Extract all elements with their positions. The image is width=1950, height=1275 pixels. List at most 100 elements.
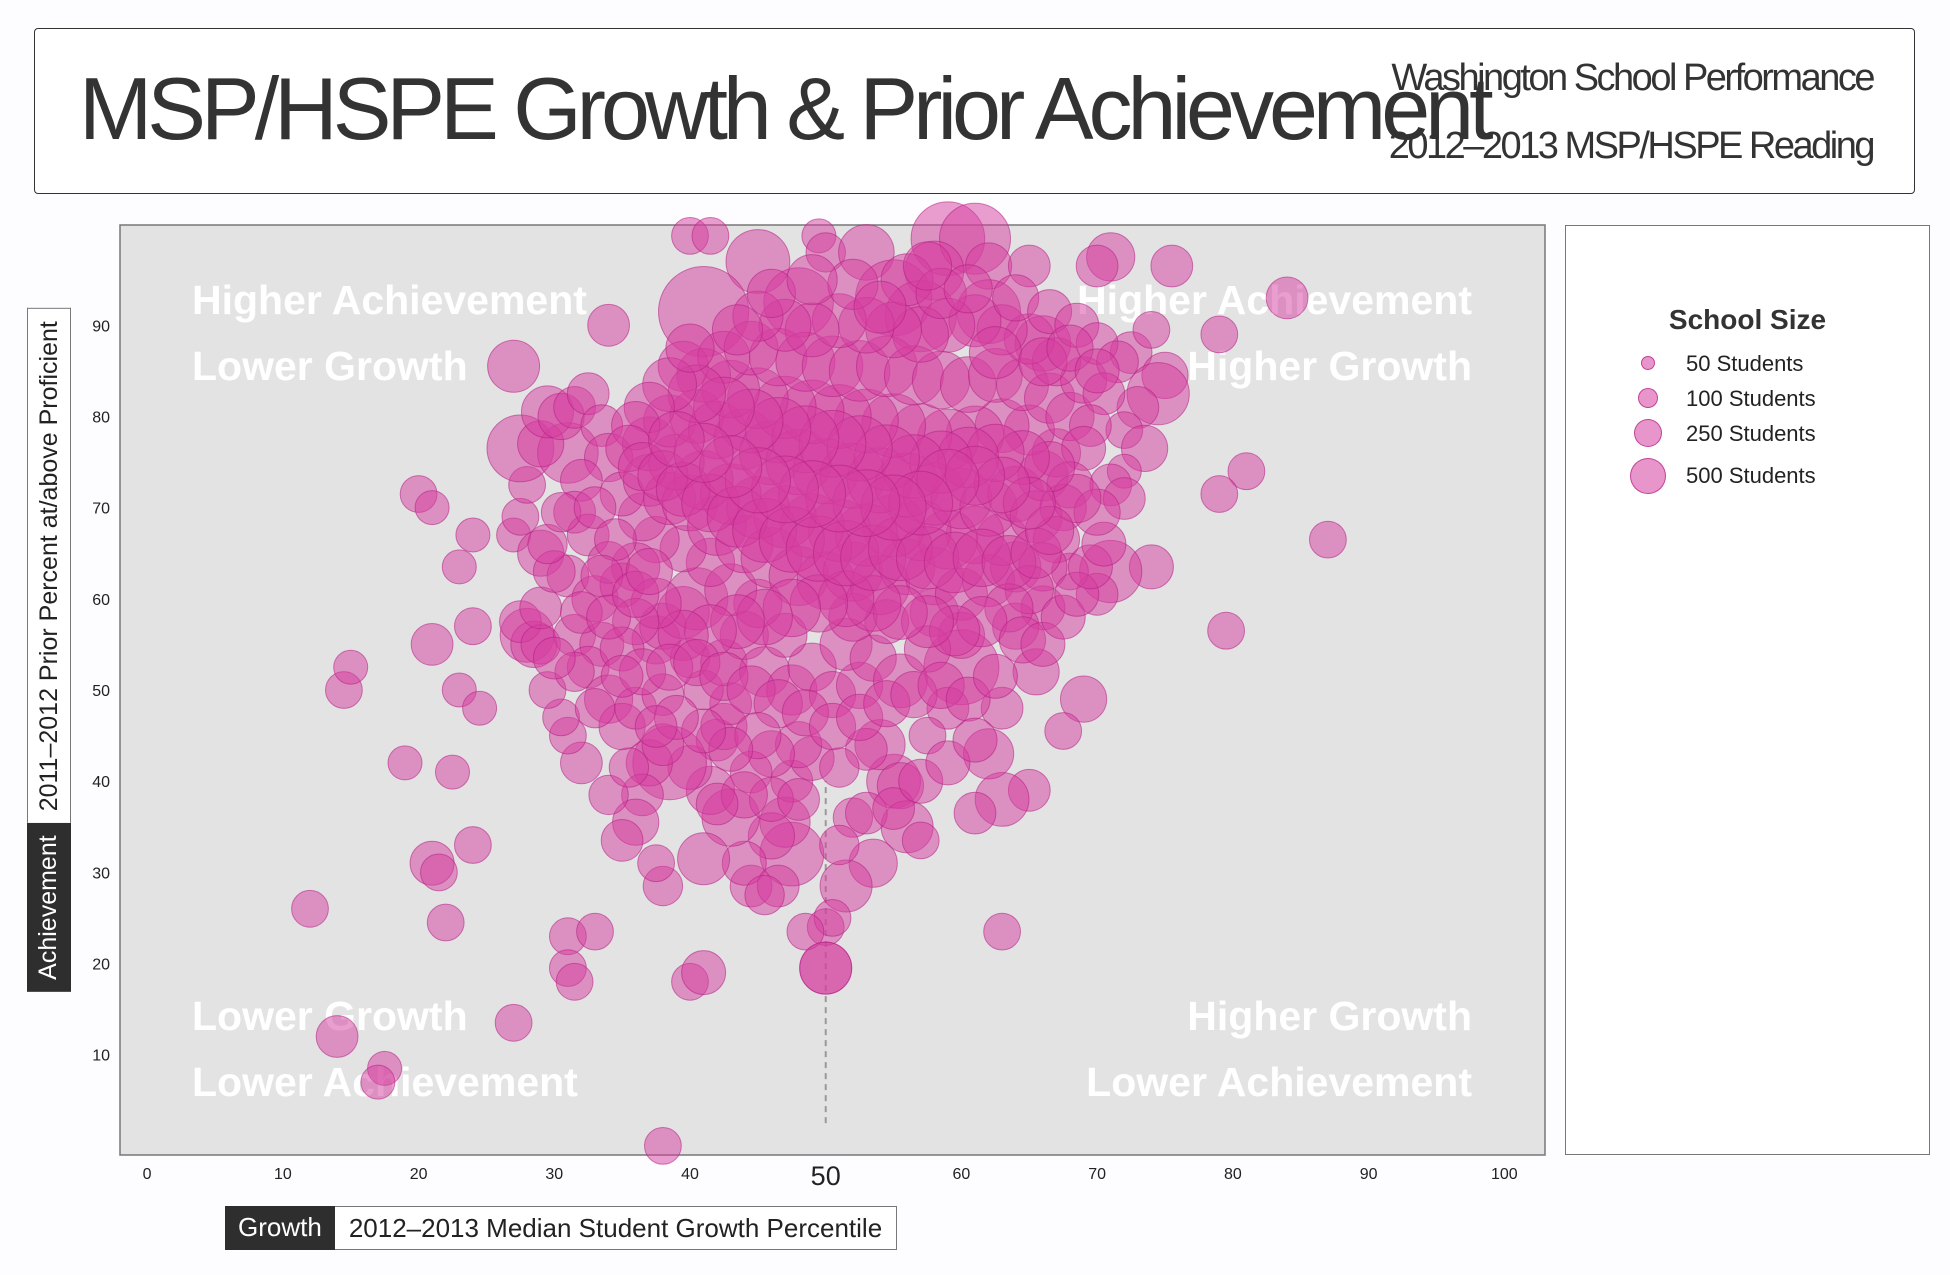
school-point[interactable] — [600, 654, 644, 698]
y-axis-tag: Achievement — [27, 823, 71, 992]
school-point[interactable] — [1132, 311, 1171, 349]
legend-circle-500 — [1630, 458, 1666, 494]
x-axis-label: Growth 2012–2013 Median Student Growth P… — [225, 1206, 898, 1250]
school-point[interactable] — [1227, 452, 1266, 491]
school-point[interactable] — [594, 518, 637, 561]
school-point[interactable] — [487, 339, 541, 393]
school-point[interactable] — [695, 782, 739, 826]
school-point[interactable] — [665, 323, 715, 373]
y-tick-label: 20 — [92, 957, 110, 974]
subtitle-state: Washington School Performance — [1391, 57, 1875, 99]
title-box: MSP/HSPE Growth & Prior Achievement Wash… — [34, 28, 1915, 194]
x-tick-label: 70 — [1088, 1166, 1106, 1183]
school-point[interactable] — [333, 649, 369, 685]
x-tick-label: 30 — [545, 1166, 563, 1183]
school-point[interactable] — [777, 778, 820, 821]
school-point[interactable] — [608, 747, 650, 788]
x-tick-label: 80 — [1224, 1166, 1242, 1183]
school-point[interactable] — [872, 787, 915, 830]
subtitle-test: 2012–2013 MSP/HSPE Reading — [1388, 125, 1876, 167]
data-points — [291, 201, 1347, 1165]
school-point[interactable] — [786, 912, 825, 951]
school-point[interactable] — [454, 826, 492, 864]
school-point[interactable] — [983, 912, 1021, 951]
school-point[interactable] — [902, 241, 953, 291]
x-tick-label: 60 — [953, 1166, 971, 1183]
quadrant-tl-line1: Higher Achievement — [192, 277, 587, 323]
school-point[interactable] — [952, 717, 998, 763]
school-point[interactable] — [414, 490, 450, 526]
x-tick-label: 90 — [1360, 1166, 1378, 1183]
legend-label-100: 100 Students — [1686, 386, 1816, 411]
school-point[interactable] — [1207, 611, 1245, 650]
x-axis-title: 2012–2013 Median Student Growth Percenti… — [334, 1206, 898, 1250]
school-point[interactable] — [501, 497, 540, 536]
legend-label-50: 50 Students — [1686, 351, 1804, 376]
school-point[interactable] — [1060, 675, 1108, 723]
school-point[interactable] — [634, 705, 678, 748]
y-axis-ticks: 10 20 30 40 50 60 70 80 90 — [92, 318, 110, 1064]
quadrant-br-line1: Higher Growth — [1187, 993, 1472, 1039]
school-point[interactable] — [711, 304, 764, 356]
school-point[interactable] — [972, 653, 1018, 699]
school-point[interactable] — [1200, 315, 1239, 354]
school-point[interactable] — [853, 280, 907, 334]
school-point[interactable] — [532, 636, 576, 680]
school-point[interactable] — [744, 874, 785, 916]
school-point[interactable] — [435, 754, 470, 790]
school-point[interactable] — [455, 517, 491, 553]
school-point[interactable] — [625, 547, 673, 596]
school-point[interactable] — [644, 1127, 682, 1165]
school-point[interactable] — [1075, 244, 1119, 288]
school-point[interactable] — [573, 486, 617, 530]
school-point[interactable] — [454, 607, 492, 646]
school-point[interactable] — [574, 688, 616, 729]
school-point[interactable] — [420, 853, 458, 892]
y-tick-label: 60 — [92, 592, 110, 609]
school-point[interactable] — [387, 745, 423, 781]
legend-circle-50 — [1641, 356, 1655, 370]
school-point[interactable] — [901, 821, 940, 860]
school-point[interactable] — [681, 950, 727, 996]
school-point[interactable] — [819, 824, 860, 866]
school-point[interactable] — [953, 791, 997, 835]
school-point[interactable] — [494, 1003, 533, 1042]
school-point[interactable] — [555, 962, 594, 1001]
legend-title: School Size — [1668, 304, 1827, 335]
school-point[interactable] — [677, 832, 731, 886]
school-point[interactable] — [410, 623, 454, 666]
school-point[interactable] — [1074, 348, 1120, 394]
school-point[interactable] — [968, 326, 1022, 380]
school-point[interactable] — [1309, 520, 1347, 559]
school-point[interactable] — [462, 690, 498, 726]
school-point[interactable] — [1044, 712, 1083, 750]
school-point[interactable] — [691, 217, 730, 255]
school-point[interactable] — [519, 586, 563, 630]
school-point[interactable] — [291, 889, 329, 928]
school-point[interactable] — [1265, 276, 1309, 320]
school-point[interactable] — [786, 254, 838, 306]
school-point[interactable] — [819, 747, 860, 788]
school-point[interactable] — [587, 303, 630, 347]
x-tick-label: 20 — [410, 1166, 428, 1183]
school-point[interactable] — [943, 264, 993, 314]
school-point[interactable] — [588, 774, 629, 816]
school-point[interactable] — [1150, 244, 1194, 288]
school-point[interactable] — [799, 941, 853, 995]
school-point[interactable] — [360, 1064, 396, 1100]
school-point[interactable] — [315, 1015, 359, 1058]
quadrant-tr-line2: Higher Growth — [1187, 343, 1472, 389]
school-point[interactable] — [576, 912, 614, 951]
y-tick-label: 40 — [92, 774, 110, 791]
legend-label-250: 250 Students — [1686, 421, 1816, 446]
school-point[interactable] — [648, 411, 705, 468]
school-point[interactable] — [1200, 475, 1239, 513]
school-point[interactable] — [441, 549, 477, 585]
school-point[interactable] — [426, 903, 465, 942]
school-point[interactable] — [600, 819, 644, 862]
page-title: MSP/HSPE Growth & Prior Achievement — [79, 59, 1494, 158]
y-tick-label: 50 — [92, 683, 110, 700]
school-point[interactable] — [637, 844, 675, 883]
quadrant-br-line2: Lower Achievement — [1086, 1059, 1472, 1105]
x-tick-label: 10 — [274, 1166, 292, 1183]
